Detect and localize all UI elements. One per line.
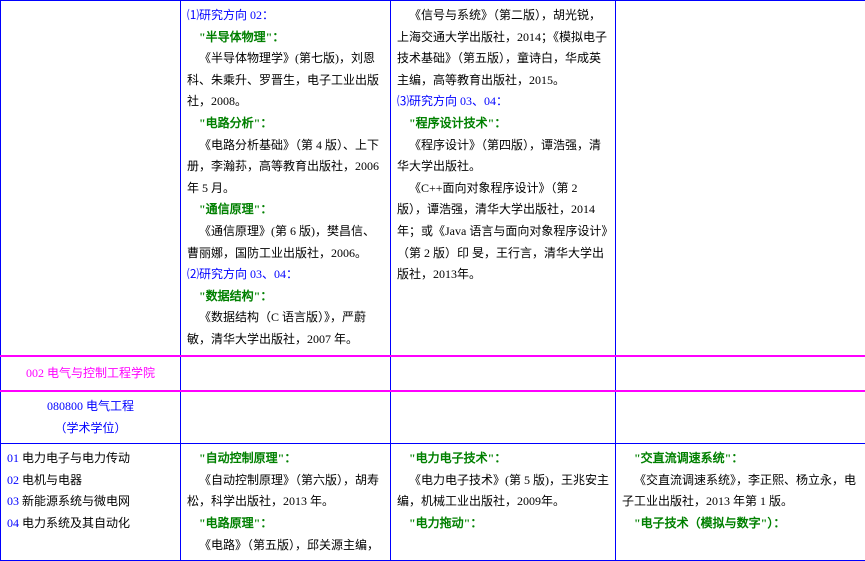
course-heading: "电力电子技术"： <box>409 451 506 465</box>
cell-empty <box>391 356 616 392</box>
direction-label: ⑵研究方向 03、04： <box>187 267 298 281</box>
section-row: 002 电气与控制工程学院 <box>1 356 865 392</box>
course-heading: "电子技术（模拟与数字"）： <box>634 516 785 530</box>
direction-num: 04 <box>7 516 19 530</box>
book-text: 《交直流调速系统》，李正熙、杨立永，电子工业出版社，2013 年第 1 版。 <box>622 470 859 513</box>
section-title: 002 电气与控制工程学院 <box>7 363 174 385</box>
subsection-title: 080800 电气工程 <box>7 396 174 418</box>
book-text: 《电路》（第五版），邱关源主编， <box>187 535 384 557</box>
table-row: ⑴研究方向 02： "半导体物理"： 《半导体物理学》(第七版)，刘恩科、朱乘升… <box>1 1 865 356</box>
section-title-cell: 002 电气与控制工程学院 <box>1 356 181 392</box>
cell-empty <box>616 1 865 356</box>
course-heading: "电力拖动"： <box>409 516 482 530</box>
course-heading: "电路分析"： <box>199 116 272 130</box>
direction-num: 02 <box>7 473 19 487</box>
cell-empty <box>616 391 865 444</box>
subsection-row: 080800 电气工程 （学术学位） <box>1 391 865 444</box>
cell-books-col3: "电力电子技术"： 《电力电子技术》(第 5 版)，王兆安主编，机械工业出版社，… <box>391 444 616 561</box>
cell-empty <box>616 356 865 392</box>
book-text: 《自动控制原理》（第六版），胡寿松，科学出版社，2013 年。 <box>187 470 384 513</box>
cell-empty <box>391 391 616 444</box>
cell-empty <box>1 1 181 356</box>
cell-books-col2: ⑴研究方向 02： "半导体物理"： 《半导体物理学》(第七版)，刘恩科、朱乘升… <box>181 1 391 356</box>
book-text: 《半导体物理学》(第七版)，刘恩科、朱乘升、罗晋生，电子工业出版社，2008。 <box>187 48 384 113</box>
direction-name: 电机与电器 <box>19 473 82 487</box>
direction-num: 01 <box>7 451 19 465</box>
course-heading: "交直流调速系统"： <box>634 451 743 465</box>
subsection-title-cell: 080800 电气工程 （学术学位） <box>1 391 181 444</box>
table-row: 01 电力电子与电力传动 02 电机与电器 03 新能源系统与微电网 04 电力… <box>1 444 865 561</box>
course-heading: "自动控制原理"： <box>199 451 296 465</box>
book-text: 《数据结构（C 语言版）》，严蔚敏，清华大学出版社，2007 年。 <box>187 307 384 350</box>
subsection-subtitle: （学术学位） <box>7 418 174 440</box>
curriculum-table: ⑴研究方向 02： "半导体物理"： 《半导体物理学》(第七版)，刘恩科、朱乘升… <box>0 0 865 561</box>
book-text: 《程序设计》（第四版），谭浩强，清华大学出版社。 <box>397 135 609 178</box>
cell-empty <box>181 391 391 444</box>
course-heading: "电路原理"： <box>199 516 272 530</box>
course-heading: "程序设计技术"： <box>409 116 506 130</box>
direction-label: ⑶研究方向 03、04： <box>397 94 508 108</box>
cell-directions: 01 电力电子与电力传动 02 电机与电器 03 新能源系统与微电网 04 电力… <box>1 444 181 561</box>
direction-num: 03 <box>7 494 19 508</box>
book-text: 《电力电子技术》(第 5 版)，王兆安主编，机械工业出版社，2009年。 <box>397 470 609 513</box>
direction-name: 电力系统及其自动化 <box>19 516 130 530</box>
direction-name: 电力电子与电力传动 <box>19 451 130 465</box>
book-text: 《信号与系统》（第二版），胡光锐，上海交通大学出版社，2014；《模拟电子技术基… <box>397 5 609 91</box>
cell-empty <box>181 356 391 392</box>
course-heading: "通信原理"： <box>199 202 272 216</box>
direction-label: ⑴研究方向 02： <box>187 8 274 22</box>
book-text: 《C++面向对象程序设计》（第 2 版），谭浩强，清华大学出版社，2014 年；… <box>397 178 609 286</box>
cell-books-col2: "自动控制原理"： 《自动控制原理》（第六版），胡寿松，科学出版社，2013 年… <box>181 444 391 561</box>
book-text: 《通信原理》(第 6 版)，樊昌信、曹丽娜，国防工业出版社，2006。 <box>187 221 384 264</box>
book-text: 《电路分析基础》（第 4 版）、上下册，李瀚荪，高等教育出版社，2006 年 5… <box>187 135 384 200</box>
direction-name: 新能源系统与微电网 <box>19 494 130 508</box>
cell-books-col3: 《信号与系统》（第二版），胡光锐，上海交通大学出版社，2014；《模拟电子技术基… <box>391 1 616 356</box>
course-heading: "半导体物理"： <box>199 30 284 44</box>
course-heading: "数据结构"： <box>199 289 272 303</box>
cell-books-col4: "交直流调速系统"： 《交直流调速系统》，李正熙、杨立永，电子工业出版社，201… <box>616 444 865 561</box>
